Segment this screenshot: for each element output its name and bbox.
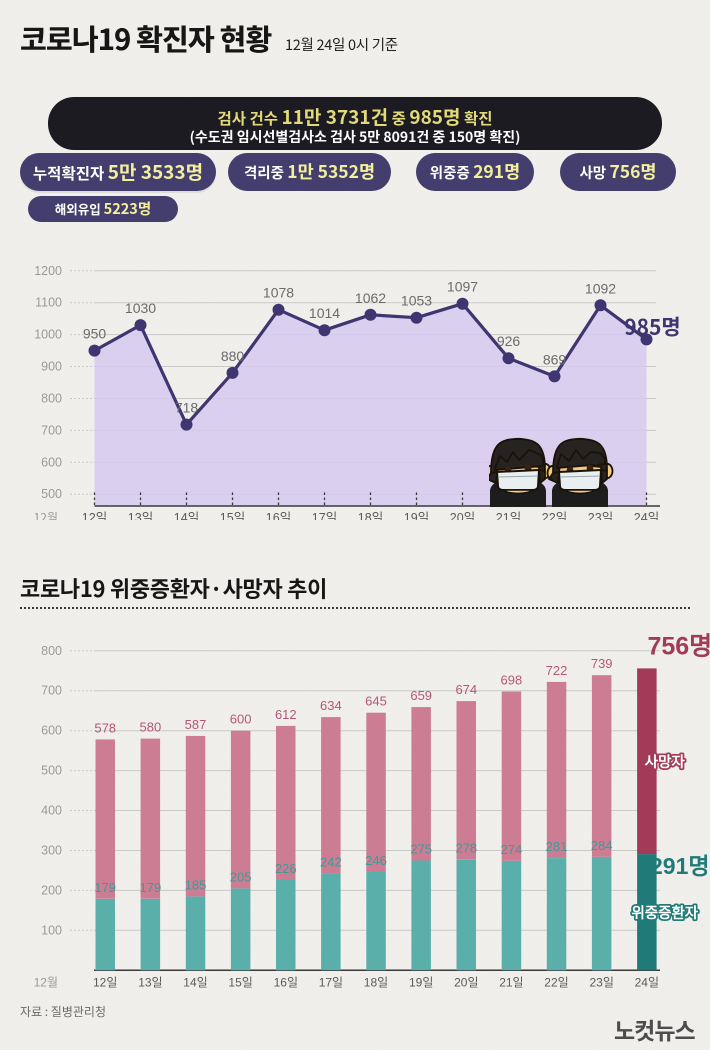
svg-text:246: 246 [365, 853, 387, 868]
svg-text:900: 900 [41, 360, 62, 374]
svg-text:274: 274 [501, 842, 523, 857]
svg-text:1092: 1092 [585, 280, 616, 296]
svg-text:1078: 1078 [263, 285, 294, 301]
svg-text:12일: 12일 [82, 511, 107, 520]
svg-text:22일: 22일 [544, 975, 568, 989]
svg-text:300: 300 [41, 844, 62, 858]
svg-text:20일: 20일 [450, 511, 475, 520]
svg-text:24일: 24일 [634, 511, 659, 520]
svg-text:278: 278 [455, 840, 477, 855]
svg-text:13일: 13일 [128, 511, 153, 520]
svg-text:179: 179 [94, 880, 116, 895]
svg-text:659: 659 [410, 688, 432, 703]
svg-text:242: 242 [320, 855, 342, 870]
svg-text:19일: 19일 [404, 511, 429, 520]
svg-text:14일: 14일 [183, 975, 207, 989]
svg-text:275: 275 [410, 841, 432, 856]
svg-text:985명: 985명 [624, 311, 681, 341]
svg-text:16일: 16일 [274, 975, 298, 989]
svg-text:1000: 1000 [34, 328, 62, 342]
svg-text:1062: 1062 [355, 290, 386, 306]
svg-text:880: 880 [221, 348, 245, 364]
svg-text:800: 800 [41, 392, 62, 406]
svg-text:14일: 14일 [174, 511, 199, 520]
svg-text:578: 578 [94, 720, 116, 735]
svg-text:700: 700 [41, 423, 62, 437]
svg-text:718: 718 [175, 400, 199, 416]
svg-text:634: 634 [320, 698, 342, 713]
svg-text:1200: 1200 [34, 264, 62, 278]
svg-text:12월: 12월 [34, 975, 58, 989]
svg-text:23일: 23일 [590, 975, 614, 989]
svg-text:1097: 1097 [447, 279, 478, 295]
svg-text:226: 226 [275, 861, 297, 876]
svg-text:674: 674 [455, 682, 477, 697]
svg-text:1014: 1014 [309, 305, 340, 321]
svg-text:926: 926 [497, 333, 521, 349]
svg-text:756명: 756명 [647, 632, 710, 660]
svg-text:위중증환자: 위중증환자 [631, 904, 698, 922]
svg-text:869: 869 [543, 351, 567, 367]
svg-text:950: 950 [83, 326, 107, 342]
svg-text:13일: 13일 [138, 975, 162, 989]
svg-text:1030: 1030 [125, 300, 156, 316]
svg-text:15일: 15일 [228, 975, 252, 989]
svg-text:281: 281 [546, 839, 568, 854]
svg-text:645: 645 [365, 694, 387, 709]
svg-text:179: 179 [140, 880, 162, 895]
svg-text:205: 205 [230, 869, 252, 884]
svg-text:1100: 1100 [35, 296, 62, 310]
svg-text:20일: 20일 [454, 975, 478, 989]
svg-text:100: 100 [41, 923, 62, 937]
svg-text:15일: 15일 [220, 511, 245, 520]
svg-text:18일: 18일 [364, 975, 388, 989]
svg-text:800: 800 [41, 644, 62, 658]
svg-text:12일: 12일 [93, 975, 117, 989]
svg-text:291명: 291명 [650, 853, 710, 879]
svg-text:600: 600 [41, 455, 62, 469]
svg-text:587: 587 [185, 717, 207, 732]
svg-text:400: 400 [41, 804, 62, 818]
svg-text:580: 580 [140, 720, 162, 735]
svg-text:18일: 18일 [358, 511, 383, 520]
svg-text:17일: 17일 [312, 511, 337, 520]
svg-text:600: 600 [230, 712, 252, 727]
svg-text:21일: 21일 [499, 975, 523, 989]
svg-text:200: 200 [41, 883, 62, 897]
svg-text:700: 700 [41, 684, 62, 698]
svg-text:19일: 19일 [409, 975, 433, 989]
svg-text:722: 722 [546, 663, 568, 678]
svg-text:284: 284 [591, 838, 613, 853]
svg-text:24일: 24일 [635, 975, 659, 989]
svg-text:1053: 1053 [401, 293, 432, 309]
svg-text:698: 698 [501, 673, 523, 688]
svg-text:739: 739 [591, 656, 613, 671]
svg-text:500: 500 [41, 487, 62, 501]
svg-text:600: 600 [41, 724, 62, 738]
svg-text:사망자: 사망자 [645, 753, 686, 771]
svg-text:16일: 16일 [266, 511, 291, 520]
svg-text:185: 185 [185, 877, 207, 892]
svg-text:17일: 17일 [319, 975, 343, 989]
svg-text:12월: 12월 [34, 509, 58, 520]
svg-text:500: 500 [41, 764, 62, 778]
svg-text:612: 612 [275, 707, 297, 722]
